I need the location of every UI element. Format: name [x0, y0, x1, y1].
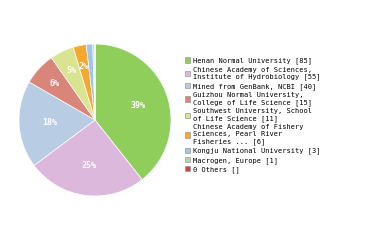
Wedge shape [95, 44, 171, 180]
Wedge shape [51, 47, 95, 120]
Wedge shape [86, 44, 95, 120]
Text: 5%: 5% [66, 66, 76, 75]
Text: 25%: 25% [82, 161, 97, 170]
Wedge shape [93, 44, 95, 120]
Wedge shape [73, 44, 95, 120]
Wedge shape [29, 58, 95, 120]
Text: 6%: 6% [50, 78, 60, 88]
Wedge shape [19, 82, 95, 165]
Wedge shape [34, 120, 142, 196]
Text: 18%: 18% [42, 118, 57, 127]
Text: 2%: 2% [79, 62, 89, 71]
Text: 39%: 39% [131, 101, 146, 109]
Legend: Henan Normal University [85], Chinese Academy of Sciences,
Institute of Hydrobio: Henan Normal University [85], Chinese Ac… [184, 57, 321, 174]
